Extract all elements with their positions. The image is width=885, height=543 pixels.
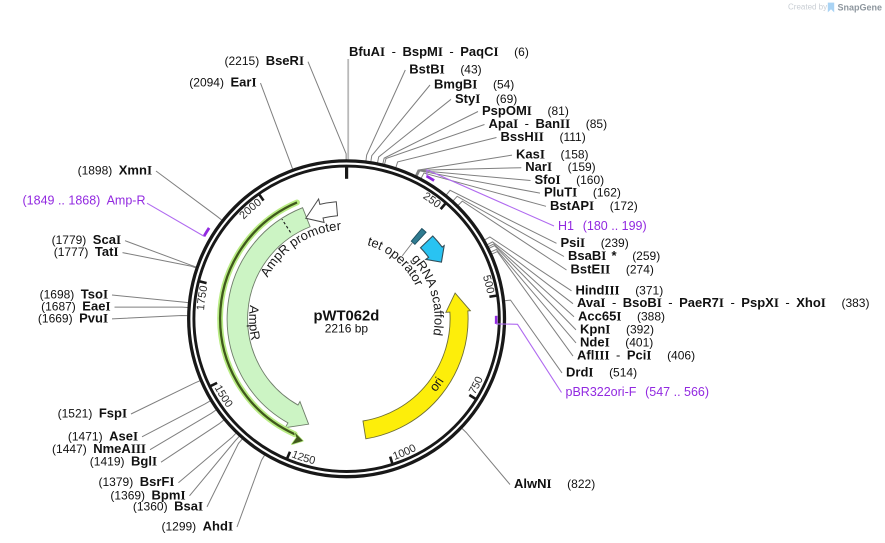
svg-text:(1419) BglI: (1419) BglI [90,454,157,469]
svg-text:AlwNI (822): AlwNI (822) [514,476,595,491]
svg-text:DrdI (514): DrdI (514) [566,364,637,379]
svg-text:BsaBI * (259): BsaBI * (259) [568,248,660,263]
svg-text:2216 bp: 2216 bp [325,321,369,335]
svg-text:(1471) AseI: (1471) AseI [68,428,138,443]
svg-text:Created by: Created by [788,3,827,12]
svg-text:ApaI - BanII (85): ApaI - BanII (85) [489,116,608,131]
svg-text:(1777) TatI: (1777) TatI [54,244,119,259]
svg-text:NarI (159): NarI (159) [525,159,595,174]
svg-text:KpnI (392): KpnI (392) [580,321,654,336]
svg-text:(1447) NmeAIII: (1447) NmeAIII [52,441,146,456]
svg-text:BstEII (274): BstEII (274) [571,262,654,277]
svg-text:(1849 .. 1868) Amp-R: (1849 .. 1868) Amp-R [23,193,146,207]
svg-text:(1687) EaeI: (1687) EaeI [41,299,110,314]
svg-text:StyI (69): StyI (69) [455,91,517,106]
svg-text:BstBI (43): BstBI (43) [409,62,481,77]
svg-text:HindIII (371): HindIII (371) [576,282,664,297]
svg-text:pBR322ori-F (547 .. 566): pBR322ori-F (547 .. 566) [566,385,710,399]
svg-text:(1360) BsaI: (1360) BsaI [133,498,203,513]
svg-text:KasI (158): KasI (158) [516,147,589,162]
svg-text:AvaI - BsoBI - PaeR7I - PspXI: AvaI - BsoBI - PaeR7I - PspXI - XhoI (38… [577,295,869,310]
svg-text:pWT062d: pWT062d [314,308,380,324]
svg-text:BssHII (111): BssHII (111) [501,129,586,144]
svg-text:(1379) BsrFI: (1379) BsrFI [99,474,175,489]
svg-text:(1698) TsoI: (1698) TsoI [40,287,108,302]
svg-text:SfoI (160): SfoI (160) [535,172,605,187]
svg-text:AmpR: AmpR [246,305,263,342]
svg-text:PluTI (162): PluTI (162) [544,185,621,200]
svg-text:SnapGene: SnapGene [838,3,883,13]
svg-text:(1779) ScaI: (1779) ScaI [52,232,121,247]
svg-text:(2094) EarI: (2094) EarI [189,75,256,90]
svg-text:(1299) AhdI: (1299) AhdI [161,519,233,534]
svg-text:PspOMI (81): PspOMI (81) [482,103,569,118]
svg-text:NdeI (401): NdeI (401) [580,334,653,349]
svg-text:(1669) PvuI: (1669) PvuI [38,310,108,325]
svg-text:BfuAI - BspMI - PaqCI (6): BfuAI - BspMI - PaqCI (6) [349,44,529,59]
svg-text:PsiI (239): PsiI (239) [561,235,629,250]
svg-text:(2215) BseRI: (2215) BseRI [225,53,305,68]
svg-text:BmgBI (54): BmgBI (54) [434,77,514,92]
svg-text:AflIII - PciI (406): AflIII - PciI (406) [577,348,695,363]
svg-text:Acc65I (388): Acc65I (388) [578,308,665,323]
svg-text:BstAPI (172): BstAPI (172) [550,198,638,213]
svg-text:(1521) FspI: (1521) FspI [58,406,127,421]
svg-text:500: 500 [480,274,496,295]
svg-text:(1369) BpmI: (1369) BpmI [110,487,185,502]
svg-text:H1 (180 .. 199): H1 (180 .. 199) [558,219,647,233]
svg-text:(1898) XmnI: (1898) XmnI [78,163,152,178]
